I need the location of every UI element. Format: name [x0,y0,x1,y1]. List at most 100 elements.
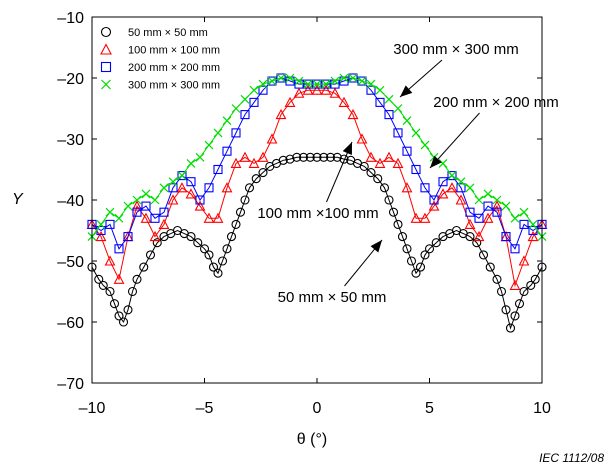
data-point [366,168,376,178]
annotation: 50 mm × 50 mm [278,239,386,306]
legend-entry: 200 mm × 200 mm [100,61,220,74]
annotation-label: 200 mm × 200 mm [433,94,558,111]
data-point [339,73,349,83]
data-point [455,194,467,205]
annotation-arrowhead [400,85,413,97]
data-point [193,238,203,248]
data-point [217,256,228,266]
data-point [305,152,315,162]
data-point [284,96,296,107]
data-point [473,230,485,242]
data-point [100,26,112,38]
data-point [132,274,142,284]
data-point [240,110,250,120]
series-line [91,89,543,288]
data-point [332,152,342,162]
data-point [312,152,322,162]
data-point [208,262,219,272]
data-point [420,250,430,260]
data-point [150,195,160,205]
data-point [393,128,403,138]
data-point [509,279,521,290]
data-point [176,182,188,193]
data-point [357,76,367,86]
series-3 [87,73,547,254]
data-point [127,286,138,297]
data-point [447,171,457,181]
data-point [388,207,399,217]
data-point [195,152,205,162]
data-point [231,104,241,113]
data-point [239,151,251,162]
data-point [276,73,286,83]
data-point [235,207,246,217]
data-point [429,195,439,205]
data-point [483,201,493,211]
data-point [530,274,540,284]
figure-caption: IEC 1112/08 [539,451,604,465]
data-point [145,250,156,260]
x-tick-label: –10 [79,400,106,417]
data-point [149,230,161,242]
data-point [356,133,368,144]
data-point [491,200,503,211]
data-point [472,238,482,248]
data-point [359,161,369,171]
data-point [465,207,475,217]
data-point [167,194,179,205]
data-point [437,188,449,199]
data-point [375,85,385,95]
data-point [415,262,426,272]
data-point [249,85,259,95]
data-point [109,299,120,309]
data-point [456,177,466,187]
data-point [231,128,241,138]
data-point [312,79,322,89]
data-point [384,110,394,120]
data-point [420,183,430,193]
data-point [186,232,196,242]
data-point [366,79,376,89]
legend-label: 100 mm × 100 mm [128,45,220,57]
y-tick-label: –10 [57,10,84,27]
data-point [131,200,143,211]
data-point [438,177,448,187]
annotation: 200 mm × 200 mm [429,94,559,169]
data-point [339,154,349,164]
data-point [199,244,210,254]
data-point [501,232,511,242]
data-point [474,213,484,223]
annotation-arrowhead [370,240,382,253]
data-point [195,195,205,205]
series-1 [87,152,547,333]
x-tick-label: 0 [313,400,322,417]
data-point [348,73,358,83]
data-point [231,219,241,229]
data-point [374,157,386,168]
data-point [94,274,104,284]
data-point [212,212,224,223]
data-point [240,94,250,104]
data-point [185,188,197,199]
data-point [366,85,376,95]
data-point [464,218,476,229]
data-point [401,182,413,193]
data-point [285,73,295,83]
data-point [431,238,441,248]
data-point [258,79,268,89]
data-point [140,212,152,223]
series-4 [87,73,547,242]
data-point [501,305,511,315]
annotation-arrowhead [430,155,442,168]
data-point [244,183,255,193]
data-point [465,232,475,242]
legend-label: 200 mm × 200 mm [128,62,220,74]
data-point [104,255,116,266]
data-point [319,152,329,162]
data-point [393,219,403,229]
data-point [329,87,341,98]
data-point [528,219,538,229]
data-point [510,311,520,321]
legend-label: 300 mm × 300 mm [128,80,220,92]
